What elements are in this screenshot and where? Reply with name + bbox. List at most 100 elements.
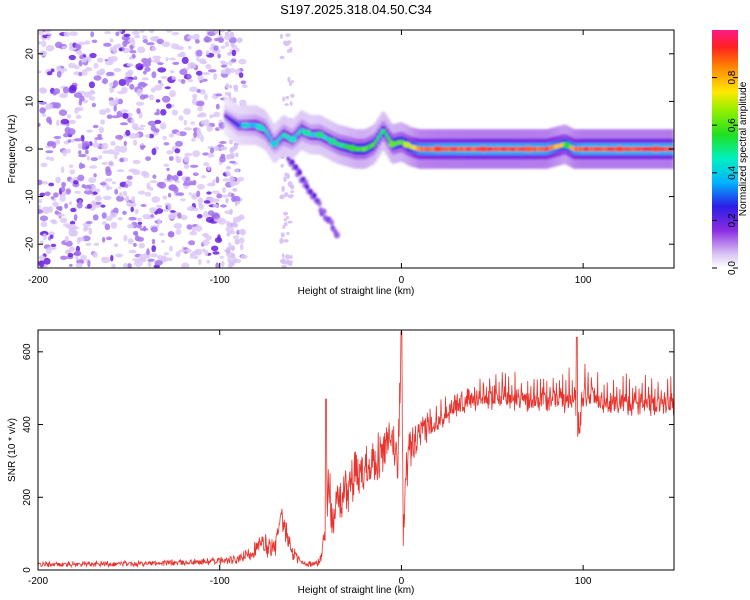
ridge-segment [370,143,373,148]
noise-blob [286,40,292,45]
noise-blob [197,183,205,190]
noise-blob [114,145,121,153]
noise-blob [188,192,192,196]
noise-blob [119,157,124,163]
noise-blob [138,257,147,263]
noise-blob [202,239,210,246]
noise-blob [89,165,98,169]
noise-blob [167,202,172,210]
noise-blob [198,258,202,266]
noise-blob [224,170,231,174]
noise-blob [64,235,69,243]
noise-blob [194,250,203,256]
ridge-segment [346,144,349,149]
noise-blob [149,180,158,184]
noise-blob [150,226,158,233]
noise-blob [117,98,124,105]
noise-blob [148,133,155,139]
noise-blob [175,192,185,196]
noise-blob [166,167,170,172]
noise-blob [41,113,47,117]
noise-blob [48,118,52,125]
noise-blob [239,243,244,251]
noise-blob [126,202,132,207]
ridge-segment [442,146,445,152]
noise-blob [183,155,190,163]
noise-blob [203,211,209,218]
ridge-segment [363,146,367,152]
noise-blob [122,113,129,119]
noise-blob [68,54,77,61]
noise-blob [38,122,41,127]
colorbar-tick-label: 0.2 [727,213,738,227]
noise-blob [84,149,89,155]
noise-blob [235,168,239,172]
noise-blob [215,262,219,268]
noise-blob [132,159,141,165]
noise-blob [231,195,236,203]
ridge-segment [359,146,362,152]
ridge-segment [463,146,467,152]
noise-blob [280,163,284,168]
noise-blob [150,125,157,132]
noise-blob [215,176,220,184]
noise-blob [136,88,143,96]
noise-blob [93,242,100,247]
ridge-segment [664,146,667,152]
noise-blob [219,60,226,64]
y-tick-label: 0 [22,567,33,573]
noise-blob [156,181,164,188]
branch-blob [317,200,322,207]
noise-blob [92,124,99,129]
ridge-segment [337,142,340,147]
noise-blob [46,142,53,147]
noise-blob [81,141,91,146]
ridge-segment [276,138,279,143]
ridge-segment [228,116,231,122]
ridge-segment [418,146,421,152]
noise-blob [119,122,129,126]
ridge-segment [631,146,635,152]
noise-blob [98,155,103,160]
noise-blob [178,115,184,121]
ridge-segment [422,146,425,152]
noise-blob [283,222,288,227]
noise-blob [95,195,102,202]
noise-blob [240,80,247,85]
noise-blob [38,260,45,268]
noise-blob [131,30,140,35]
noise-blob [111,181,117,185]
noise-blob [133,126,140,131]
noise-blob [192,33,200,41]
noise-blob [151,46,157,52]
noise-blob [133,139,138,146]
ridge-segment [666,146,670,152]
noise-blob [105,169,112,177]
noise-blob [76,49,83,56]
noise-blob [64,203,68,209]
noise-blob [38,70,42,74]
noise-blob [50,196,55,200]
noise-blob [79,55,84,60]
noise-blob [171,31,180,36]
noise-blob [131,196,136,203]
noise-blob [140,204,147,207]
noise-blob [142,35,148,40]
ridge-segment [579,146,582,152]
noise-blob [279,194,285,200]
ridge-peak [524,146,533,152]
noise-blob [50,219,57,224]
noise-blob [104,223,111,231]
noise-blob [225,67,231,74]
noise-blob [175,140,183,147]
noise-blob [140,30,145,33]
noise-blob [68,223,77,231]
noise-blob [183,108,191,115]
ridge-segment [295,132,299,137]
noise-blob [206,125,213,132]
noise-blob [151,238,156,245]
ridge-peak [302,129,311,136]
noise-blob [109,99,117,107]
noise-blob [281,264,287,268]
noise-blob [80,134,85,142]
